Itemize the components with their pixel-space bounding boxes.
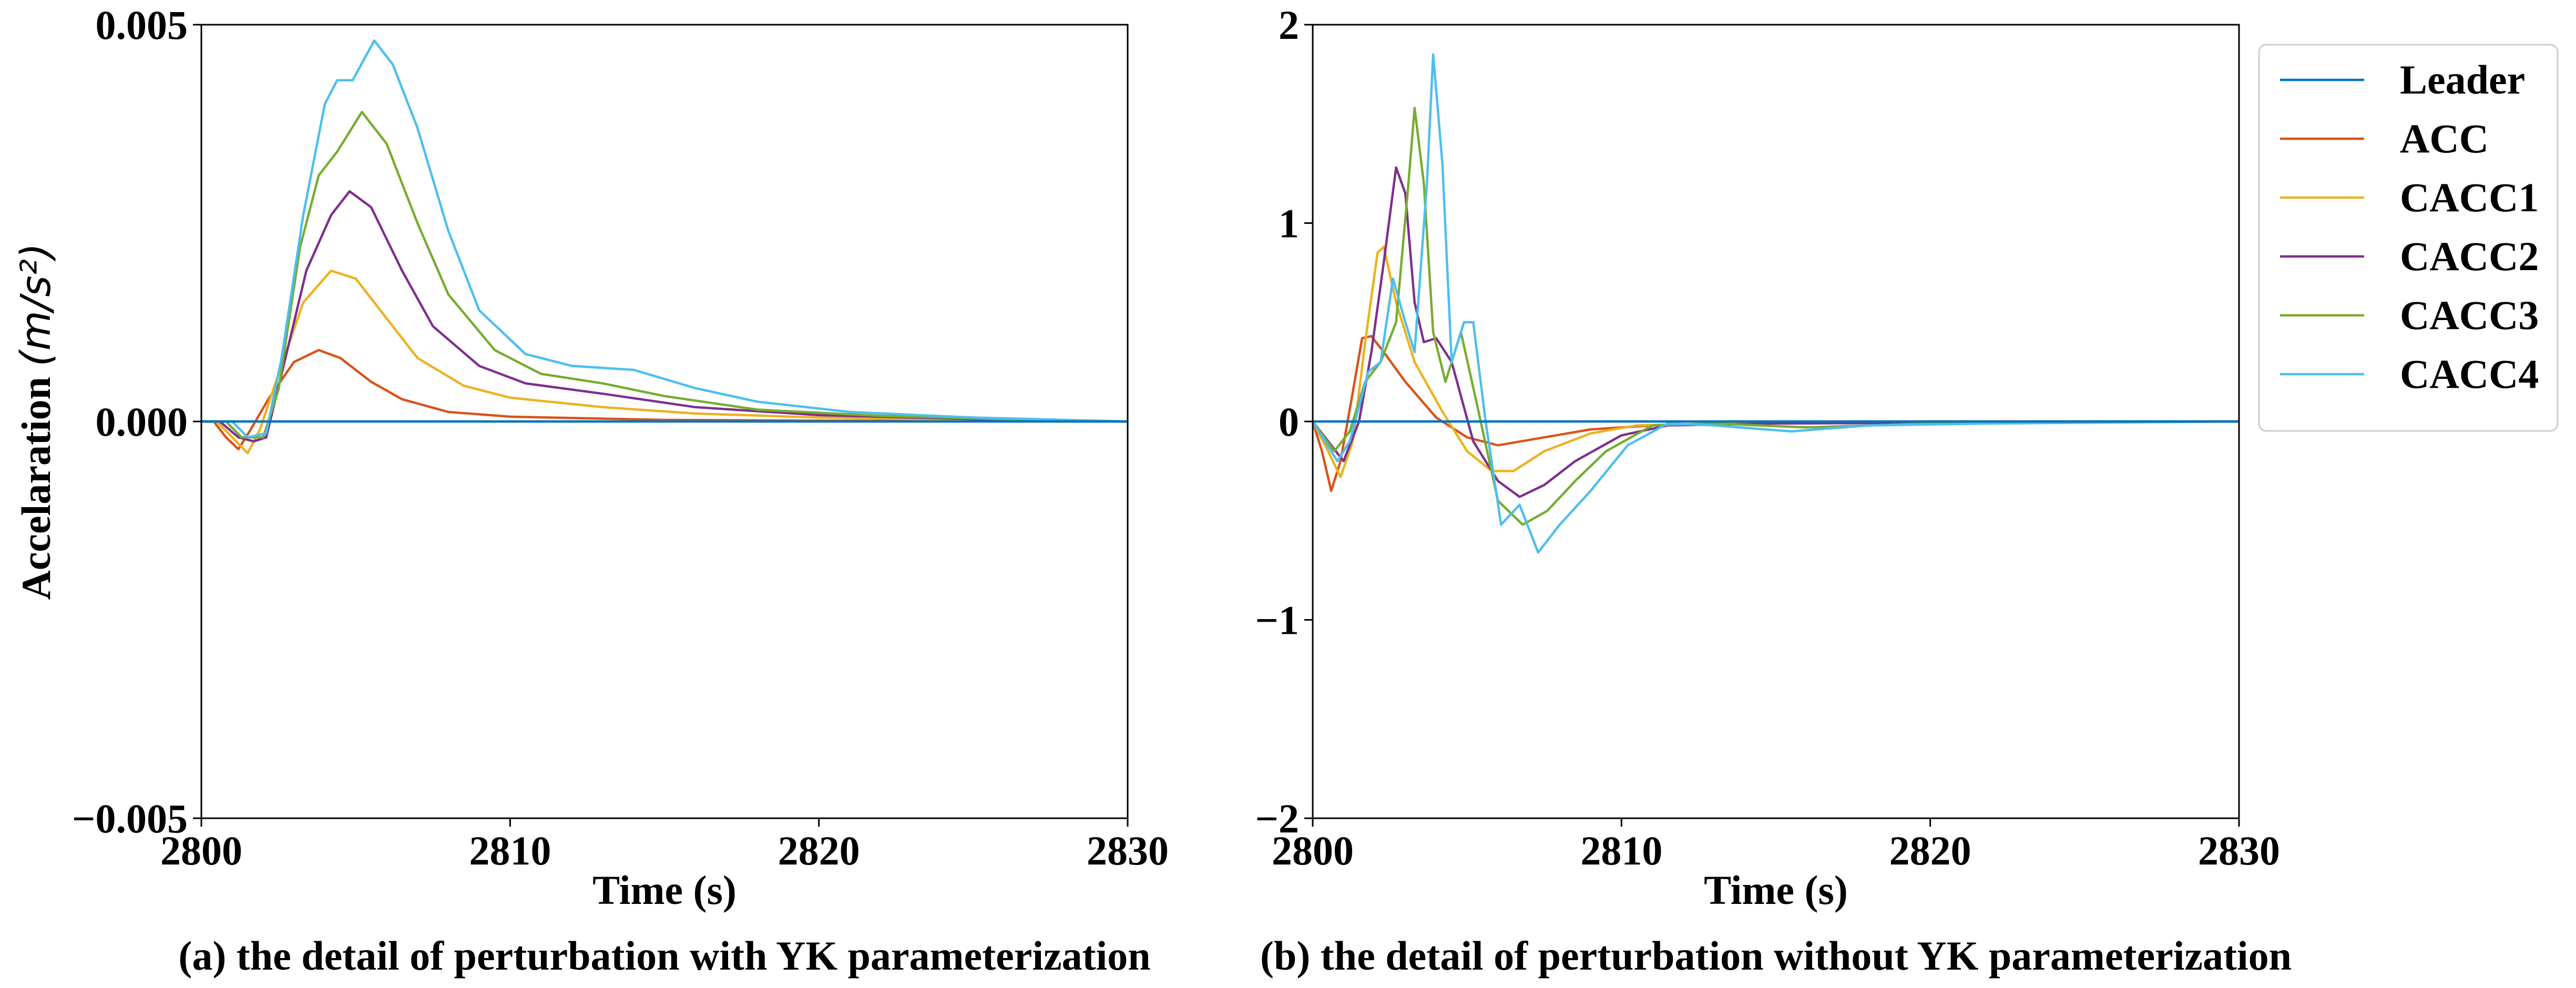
panel-a-ticks: 2800 2810 2820 2830 −0.005 0.000 0.005 (72, 2, 1169, 873)
panel-b-ytick-label: −2 (1255, 796, 1299, 841)
panel-a-ylabel: Accelaration (m/s²) (13, 243, 60, 600)
panel-b-series-cacc3-line (1313, 107, 2239, 526)
panel-b-xtick-label: 2830 (2198, 828, 2280, 873)
legend-label-leader: Leader (2400, 57, 2525, 102)
panel-b-ytick-label: 2 (1279, 2, 1299, 48)
panel-b-ytick-label: 0 (1279, 399, 1299, 445)
panel-a-ytick-label: 0.005 (96, 2, 188, 48)
panel-a-xtick-label: 2820 (778, 828, 860, 873)
panel-b-xtick-label: 2800 (1272, 828, 1354, 873)
panel-a-xtick-label: 2810 (469, 828, 551, 873)
panel-a-series-cacc2-line (201, 190, 1128, 443)
panel-a: 2800 2810 2820 2830 −0.005 0.000 0.005 Time (s… (13, 2, 1169, 979)
panel-b-series-cacc2-line (1313, 166, 2239, 498)
panel-a-ylabel-text: Accelaration (13, 377, 59, 600)
legend-label-acc: ACC (2400, 116, 2489, 161)
legend-box (2258, 44, 2559, 432)
panel-b: 2800 2810 2820 2830 −2 −1 0 1 2 Time (s) (b) the… (1255, 2, 2292, 979)
panel-a-xtick-label: 2830 (1087, 828, 1169, 873)
panel-a-plot-area (201, 39, 1128, 455)
panel-a-xlabel: Time (s) (592, 867, 737, 913)
panel-a-ytick-label: −0.005 (72, 796, 188, 841)
legend-label-cacc2: CACC2 (2400, 233, 2539, 279)
legend-label-cacc3: CACC3 (2400, 292, 2539, 338)
legend-label-cacc4: CACC4 (2400, 351, 2539, 397)
panel-b-ytick-label: −1 (1255, 598, 1299, 643)
panel-b-ticks: 2800 2810 2820 2830 −2 −1 0 1 2 (1255, 2, 2280, 873)
panel-b-series-cacc1-line (1313, 245, 2239, 478)
panel-a-series-cacc4-line (201, 39, 1128, 439)
panel-a-ytick-label: 0.000 (96, 399, 188, 445)
panel-b-caption: (b) the detail of perturbation without Y… (1260, 933, 2292, 979)
panel-a-ylabel-unit: (m/s²) (13, 243, 60, 366)
legend-label-cacc1: CACC1 (2400, 174, 2539, 220)
panel-b-plot-area (1313, 53, 2239, 554)
panel-b-xlabel: Time (s) (1704, 867, 1848, 913)
panel-b-series-cacc4-line (1313, 53, 2239, 554)
panel-a-xtick-label: 2800 (160, 828, 242, 873)
legend-items: Leader ACC CACC1 CACC2 CACC3 CACC4 (2280, 57, 2539, 397)
panel-b-ytick-label: 1 (1279, 201, 1299, 246)
panel-b-xtick-label: 2820 (1889, 828, 1971, 873)
panel-a-series-acc-line (201, 348, 1128, 451)
panel-a-series-cacc3-line (201, 110, 1128, 439)
legend: Leader ACC CACC1 CACC2 CACC3 CACC4 (2258, 44, 2559, 432)
panel-b-xtick-label: 2810 (1580, 828, 1662, 873)
panel-a-caption: (a) the detail of perturbation with YK p… (178, 933, 1150, 979)
panel-a-series-cacc1-line (201, 269, 1128, 455)
